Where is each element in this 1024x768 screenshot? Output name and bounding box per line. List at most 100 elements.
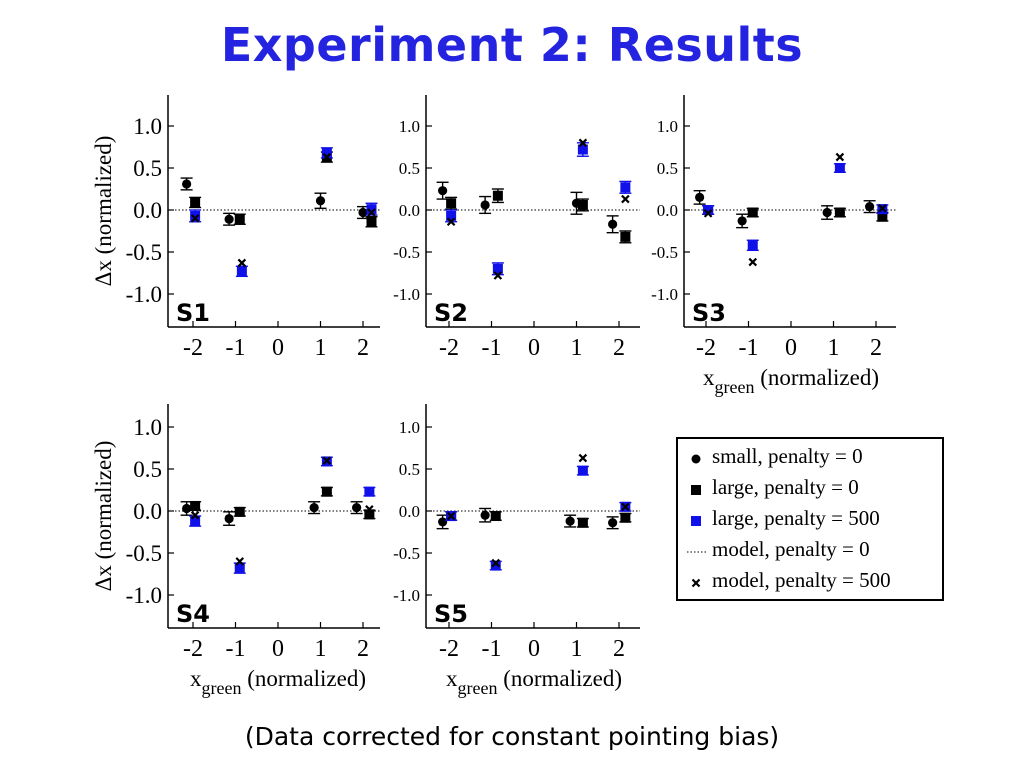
point-large-penalty-500 <box>234 563 245 574</box>
chart-panel-s4: 1.0 0.5 0.0 -0.5 -1.0 -2 -1 0 1 2 S4 Δx (normalized… <box>91 404 380 698</box>
point-large-penalty-500 <box>834 163 845 173</box>
footnote: (Data corrected for constant pointing bi… <box>244 722 780 751</box>
point-small-penalty-0 <box>224 513 234 524</box>
legend-symbol-dotted-line <box>687 551 706 553</box>
point-large-penalty-0 <box>620 231 631 242</box>
point-large-penalty-0 <box>490 511 501 522</box>
point-small-penalty-0 <box>608 518 618 528</box>
x-tick-label: -1 <box>226 335 246 361</box>
x-tick-label: 0 <box>272 335 284 361</box>
y-tick-label: -0.5 <box>393 544 420 563</box>
point-large-penalty-500 <box>236 266 247 277</box>
y-tick-label: -1.0 <box>393 285 420 304</box>
chart-panel-s5: 1.0 0.5 0.0 -0.5 -1.0 -2 -1 0 1 2 S5 xgreen (normal… <box>393 404 640 698</box>
point-model-penalty-500 <box>835 152 845 162</box>
point-large-penalty-0 <box>321 486 332 497</box>
point-large-penalty-0 <box>366 216 377 227</box>
y-axis-title: Δx (normalized) <box>91 441 116 592</box>
x-tick-label: 0 <box>528 335 540 361</box>
point-large-penalty-0 <box>190 500 201 511</box>
point-large-penalty-0 <box>234 506 245 517</box>
legend-symbol-circle <box>691 454 701 464</box>
point-model-penalty-500 <box>367 208 376 217</box>
chart-panel-s1: 1.0 0.5 0.0 -0.5 -1.0 -2 -1 0 1 2 S1 Δx (normalized… <box>91 95 380 361</box>
y-tick-label: -1.0 <box>126 583 162 608</box>
x-tick-label: 2 <box>613 335 625 361</box>
point-small-penalty-0 <box>438 517 448 527</box>
panel-id-label: S2 <box>434 299 468 327</box>
y-tick-label: 0.0 <box>399 502 420 521</box>
legend-label: large, penalty = 500 <box>712 506 880 530</box>
x-tick-label: -2 <box>696 335 716 361</box>
point-model-penalty-500 <box>578 138 588 148</box>
x-axis-title: xgreen (normalized) <box>446 666 622 698</box>
point-model-penalty-500 <box>237 258 247 268</box>
x-tick-label: -1 <box>482 636 502 662</box>
legend-item: model, penalty = 500 <box>678 567 942 597</box>
point-large-penalty-500 <box>364 486 375 497</box>
point-large-penalty-0 <box>446 198 457 209</box>
legend-label: model, penalty = 0 <box>712 537 870 561</box>
legend-item: large, penalty = 0 <box>678 474 942 504</box>
legend-symbol-square <box>691 485 701 495</box>
y-tick-label: 0.0 <box>399 201 420 220</box>
point-small-penalty-0 <box>480 510 490 520</box>
point-model-penalty-500 <box>621 194 630 204</box>
y-tick-label: 0.5 <box>133 156 162 181</box>
point-large-penalty-500 <box>703 205 714 215</box>
x-axis-title: xgreen (normalized) <box>190 666 366 698</box>
x-tick-label: 2 <box>357 335 369 361</box>
y-tick-label: 0.5 <box>133 457 162 482</box>
y-tick-label: -1.0 <box>393 586 420 605</box>
point-large-penalty-0 <box>364 509 375 520</box>
point-model-penalty-500 <box>365 505 374 514</box>
x-tick-label: -2 <box>439 636 459 662</box>
point-large-penalty-500 <box>446 210 457 221</box>
point-large-penalty-0 <box>747 207 758 218</box>
legend-label: large, penalty = 0 <box>712 475 859 499</box>
legend-item: small, penalty = 0 <box>678 443 942 473</box>
x-tick-label: -2 <box>183 636 203 662</box>
point-small-penalty-0 <box>182 503 192 514</box>
point-large-penalty-500 <box>747 240 758 251</box>
point-large-penalty-0 <box>234 214 245 225</box>
legend-label: small, penalty = 0 <box>712 444 863 468</box>
y-tick-label: -1.0 <box>126 282 162 307</box>
x-tick-label: 1 <box>315 636 327 662</box>
point-model-penalty-500 <box>235 557 245 566</box>
y-tick-label: 0.5 <box>399 460 420 479</box>
point-large-penalty-500 <box>577 465 588 476</box>
point-model-penalty-500 <box>878 204 887 213</box>
point-large-penalty-500 <box>366 204 377 215</box>
point-small-penalty-0 <box>565 516 575 526</box>
y-tick-label: 1.0 <box>399 418 420 437</box>
point-large-penalty-500 <box>190 210 201 221</box>
y-tick-label: 0.0 <box>133 499 162 524</box>
x-tick-label: 0 <box>785 335 797 361</box>
point-small-penalty-0 <box>352 503 362 513</box>
point-large-penalty-500 <box>321 147 332 158</box>
point-small-penalty-0 <box>695 192 705 202</box>
point-model-penalty-500 <box>446 511 456 521</box>
x-tick-label: 2 <box>613 636 625 662</box>
x-tick-label: 0 <box>272 636 284 662</box>
point-model-penalty-500 <box>446 217 456 227</box>
point-model-penalty-500 <box>322 456 332 465</box>
point-small-penalty-0 <box>182 179 192 189</box>
x-axis-title: xgreen (normalized) <box>703 365 879 397</box>
point-large-penalty-500 <box>620 182 631 193</box>
point-large-penalty-0 <box>577 517 588 528</box>
legend-item: large, penalty = 500 <box>678 505 942 535</box>
chart-panel-s2: 1.0 0.5 0.0 -0.5 -1.0 -2 -1 0 1 2 S2 <box>393 95 640 361</box>
point-large-penalty-0 <box>190 197 201 208</box>
x-tick-label: -1 <box>226 636 246 662</box>
point-model-penalty-500 <box>621 502 630 512</box>
x-tick-label: 0 <box>528 636 540 662</box>
x-tick-label: -2 <box>439 335 459 361</box>
y-tick-label: -0.5 <box>651 243 678 262</box>
point-large-penalty-0 <box>577 199 588 210</box>
chart-panel-s3: 1.0 0.5 0.0 -0.5 -1.0 -2 -1 0 1 2 S3 xgreen (normal… <box>651 95 896 397</box>
point-large-penalty-500 <box>190 516 201 527</box>
point-model-penalty-500 <box>703 209 713 218</box>
legend-symbol-blue-square <box>691 516 701 526</box>
